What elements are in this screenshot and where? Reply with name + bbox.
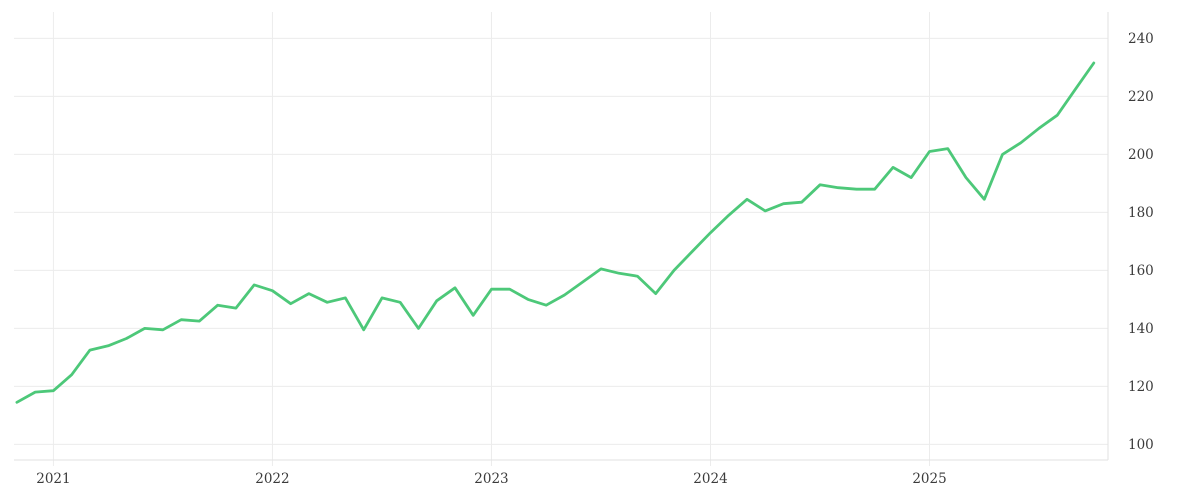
x-axis-tick-label: 2022 [255, 471, 289, 487]
y-axis-tick-label: 200 [1128, 147, 1154, 163]
x-axis-tick-label: 2021 [36, 471, 70, 487]
y-axis-tick-label: 180 [1128, 205, 1154, 221]
y-axis-tick-label: 120 [1128, 379, 1154, 395]
x-axis-tick-label: 2023 [474, 471, 508, 487]
y-axis-tick-label: 140 [1128, 321, 1154, 337]
y-axis-tick-label: 100 [1128, 437, 1154, 453]
y-axis-tick-label: 160 [1128, 263, 1154, 279]
y-axis-tick-label: 220 [1128, 89, 1154, 105]
series-line[interactable] [15, 61, 1096, 404]
x-axis-tick-label: 2025 [912, 471, 946, 487]
x-axis-tick-label: 2024 [693, 471, 727, 487]
y-axis-tick-label: 240 [1128, 31, 1154, 47]
